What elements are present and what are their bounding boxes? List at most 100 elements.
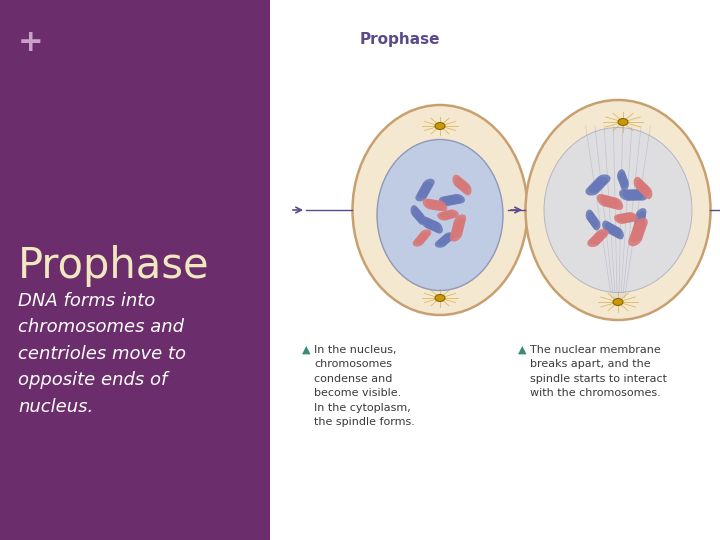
Ellipse shape [440, 212, 451, 220]
Ellipse shape [544, 127, 692, 293]
Ellipse shape [432, 221, 443, 234]
Ellipse shape [636, 208, 647, 220]
Ellipse shape [613, 227, 624, 239]
Ellipse shape [462, 183, 472, 195]
Ellipse shape [590, 217, 598, 228]
Ellipse shape [619, 213, 633, 223]
Ellipse shape [613, 299, 623, 306]
Ellipse shape [607, 197, 620, 209]
Ellipse shape [623, 190, 636, 201]
Ellipse shape [639, 181, 648, 194]
Ellipse shape [593, 177, 608, 187]
Ellipse shape [457, 179, 467, 192]
Ellipse shape [633, 189, 647, 201]
Text: DNA forms into
chromosomes and
centrioles move to
opposite ends of
nucleus.: DNA forms into chromosomes and centriole… [18, 292, 186, 416]
Ellipse shape [643, 186, 652, 199]
Ellipse shape [635, 211, 646, 223]
Ellipse shape [415, 236, 426, 245]
Ellipse shape [420, 182, 433, 192]
Ellipse shape [634, 220, 644, 232]
Text: ▲: ▲ [518, 345, 526, 355]
Ellipse shape [625, 212, 638, 222]
Ellipse shape [585, 210, 594, 221]
Ellipse shape [629, 189, 644, 201]
Ellipse shape [422, 179, 435, 189]
Ellipse shape [447, 210, 459, 218]
Ellipse shape [419, 185, 431, 195]
Ellipse shape [593, 231, 607, 240]
Ellipse shape [595, 229, 609, 238]
Ellipse shape [418, 213, 426, 225]
Ellipse shape [451, 221, 464, 234]
Ellipse shape [377, 139, 503, 291]
Ellipse shape [629, 229, 644, 242]
Ellipse shape [442, 196, 455, 205]
Ellipse shape [436, 200, 447, 212]
Ellipse shape [413, 238, 424, 247]
Ellipse shape [453, 218, 465, 231]
Ellipse shape [441, 234, 453, 242]
Ellipse shape [444, 210, 456, 219]
Ellipse shape [437, 212, 449, 220]
Ellipse shape [416, 234, 428, 242]
Ellipse shape [634, 217, 645, 229]
Ellipse shape [435, 123, 445, 130]
Ellipse shape [452, 174, 462, 188]
Ellipse shape [621, 179, 629, 191]
Ellipse shape [602, 220, 613, 233]
Ellipse shape [429, 199, 441, 211]
Ellipse shape [588, 238, 600, 247]
Ellipse shape [589, 235, 603, 245]
Ellipse shape [444, 232, 455, 240]
Ellipse shape [439, 236, 451, 244]
Text: Prophase: Prophase [18, 245, 210, 287]
Ellipse shape [437, 238, 449, 246]
Ellipse shape [414, 209, 422, 221]
Ellipse shape [641, 184, 650, 197]
Ellipse shape [622, 213, 635, 222]
Ellipse shape [455, 177, 464, 190]
Ellipse shape [634, 177, 643, 190]
Ellipse shape [611, 197, 624, 210]
Ellipse shape [617, 214, 630, 224]
Ellipse shape [618, 172, 626, 184]
Ellipse shape [636, 179, 645, 192]
Ellipse shape [589, 214, 597, 226]
Ellipse shape [435, 294, 445, 301]
Ellipse shape [634, 218, 648, 231]
Ellipse shape [454, 214, 466, 227]
Bar [0, 0, 270, 540]
Ellipse shape [611, 225, 621, 238]
Ellipse shape [426, 199, 438, 210]
Ellipse shape [459, 180, 469, 193]
Ellipse shape [429, 220, 440, 232]
Ellipse shape [452, 194, 465, 204]
Ellipse shape [421, 217, 432, 228]
Ellipse shape [620, 177, 628, 188]
Ellipse shape [588, 183, 603, 193]
Ellipse shape [626, 190, 640, 201]
Ellipse shape [427, 219, 437, 231]
Text: In the nucleus,
chromosomes
condense and
become visible.
In the cytoplasm,
the s: In the nucleus, chromosomes condense and… [314, 345, 415, 427]
Ellipse shape [442, 211, 454, 219]
Ellipse shape [415, 211, 424, 223]
Ellipse shape [617, 169, 625, 181]
Ellipse shape [596, 174, 611, 185]
Ellipse shape [410, 205, 419, 217]
Ellipse shape [585, 185, 600, 195]
Ellipse shape [413, 207, 420, 219]
Ellipse shape [618, 118, 628, 125]
Text: +: + [18, 28, 44, 57]
Ellipse shape [605, 222, 616, 235]
Ellipse shape [631, 225, 645, 239]
Ellipse shape [423, 198, 434, 210]
Ellipse shape [526, 100, 711, 320]
Ellipse shape [628, 233, 643, 246]
Ellipse shape [446, 195, 459, 205]
Ellipse shape [634, 214, 646, 226]
Ellipse shape [632, 221, 647, 235]
Ellipse shape [450, 229, 462, 241]
Ellipse shape [619, 190, 633, 201]
Ellipse shape [424, 218, 435, 230]
Text: The nuclear membrane
breaks apart, and the
spindle starts to interact
with the c: The nuclear membrane breaks apart, and t… [530, 345, 667, 398]
